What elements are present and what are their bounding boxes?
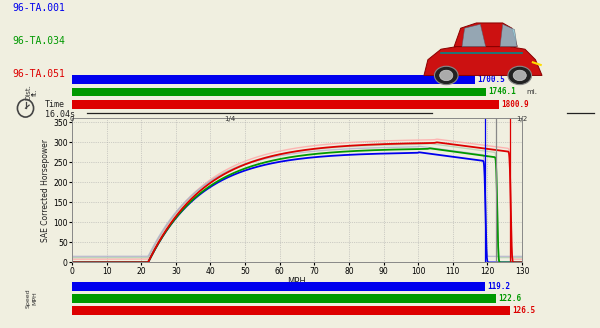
Ellipse shape [440,70,453,81]
Text: mi.: mi. [527,89,538,95]
Bar [72,306,510,315]
Bar [72,282,485,291]
Text: 1/2: 1/2 [517,116,527,122]
Ellipse shape [434,66,458,85]
Ellipse shape [513,70,526,81]
Text: 0: 0 [70,116,74,122]
Text: 119.2: 119.2 [487,282,510,291]
Bar [72,100,499,109]
Text: 96-TA.051: 96-TA.051 [12,69,65,79]
Text: 96-TA.034: 96-TA.034 [12,36,65,46]
Text: 1700.5: 1700.5 [477,75,505,84]
Polygon shape [500,24,517,47]
Text: Time
16.04s: Time 16.04s [45,100,75,119]
Polygon shape [424,47,542,75]
Ellipse shape [508,66,532,85]
Text: Speed
MPH: Speed MPH [26,289,37,308]
Bar [72,75,475,84]
Text: 1/4: 1/4 [224,116,235,122]
Text: 122.6: 122.6 [499,294,522,303]
Text: Dist.
ft.: Dist. ft. [25,84,38,100]
Polygon shape [462,24,485,47]
Text: 1800.9: 1800.9 [501,100,529,109]
Bar [72,88,485,96]
Text: 126.5: 126.5 [512,306,535,315]
Polygon shape [454,23,517,47]
X-axis label: MPH: MPH [287,277,307,286]
Text: 96-TA.001: 96-TA.001 [12,3,65,13]
Y-axis label: SAE Corrected Horsepower: SAE Corrected Horsepower [41,139,50,242]
Text: 1746.1: 1746.1 [488,87,515,96]
Bar [72,294,496,303]
